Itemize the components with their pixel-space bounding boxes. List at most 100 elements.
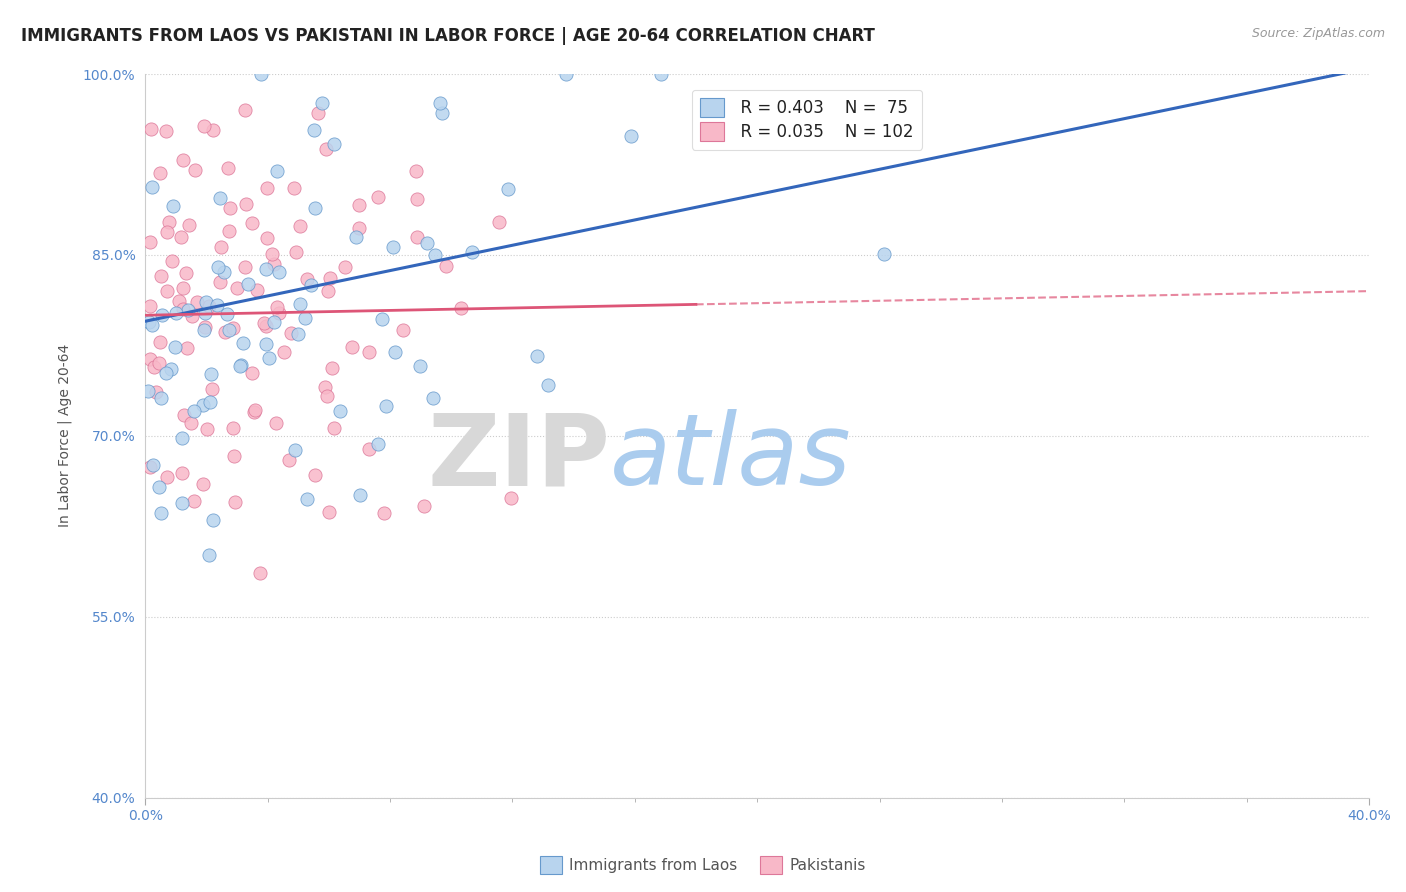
Point xyxy=(139,235,162,249)
Point xyxy=(405,163,427,178)
Point xyxy=(160,254,183,268)
Point xyxy=(254,336,277,351)
Point xyxy=(273,345,295,359)
Point xyxy=(165,306,187,320)
Point xyxy=(170,466,193,480)
Point xyxy=(302,122,325,136)
Point xyxy=(290,219,312,234)
Point xyxy=(262,247,284,261)
Point xyxy=(240,366,263,380)
Point xyxy=(243,403,266,417)
Point xyxy=(228,359,250,373)
Point xyxy=(488,215,510,229)
Text: ZIP: ZIP xyxy=(427,409,610,506)
Point xyxy=(198,548,221,562)
Point xyxy=(294,310,316,325)
Point xyxy=(180,416,202,430)
Point xyxy=(207,260,229,275)
Point xyxy=(620,128,643,143)
Point xyxy=(496,182,519,196)
Point xyxy=(193,323,215,337)
Point xyxy=(219,201,242,215)
Point xyxy=(406,192,429,206)
Point xyxy=(357,345,380,359)
Point xyxy=(384,344,406,359)
Point xyxy=(177,303,200,318)
Point xyxy=(321,360,343,375)
Point xyxy=(267,265,290,279)
Point xyxy=(181,310,204,324)
Point xyxy=(461,245,484,260)
Point xyxy=(284,442,307,457)
Point xyxy=(194,306,217,320)
Point xyxy=(218,323,240,337)
Point xyxy=(257,351,280,365)
Point xyxy=(392,323,415,337)
Point xyxy=(155,124,177,138)
Point xyxy=(198,299,221,313)
Point xyxy=(405,229,427,244)
Point xyxy=(176,341,198,355)
Point xyxy=(138,315,160,329)
Point xyxy=(256,231,278,245)
Point xyxy=(297,272,319,286)
Point xyxy=(221,320,243,334)
Point xyxy=(222,449,245,463)
Point xyxy=(233,260,256,274)
Point xyxy=(263,315,285,329)
Point xyxy=(357,442,380,456)
Point xyxy=(304,201,326,215)
Point xyxy=(278,453,301,467)
Point xyxy=(214,325,236,339)
Point xyxy=(198,394,221,409)
Point xyxy=(344,229,367,244)
Point xyxy=(149,506,172,520)
Point xyxy=(873,247,896,261)
Point xyxy=(537,377,560,392)
Point xyxy=(266,164,288,178)
Point xyxy=(250,67,273,81)
Point xyxy=(193,477,215,491)
Point xyxy=(254,319,277,334)
Point xyxy=(141,122,163,136)
Point xyxy=(280,326,302,340)
Point xyxy=(434,259,457,273)
Point xyxy=(256,181,278,195)
Point xyxy=(165,340,187,354)
Point xyxy=(423,248,446,262)
Point xyxy=(315,142,337,156)
Point xyxy=(236,277,259,292)
Point xyxy=(201,122,224,136)
Point xyxy=(177,218,200,232)
Point xyxy=(526,349,548,363)
Point xyxy=(322,137,344,152)
Point xyxy=(174,266,197,280)
Point xyxy=(194,319,217,334)
Point xyxy=(382,240,405,254)
Point xyxy=(342,340,364,354)
Point xyxy=(172,281,194,295)
Point xyxy=(232,335,254,350)
Point xyxy=(266,416,288,430)
Point xyxy=(145,384,167,399)
Point xyxy=(240,216,263,230)
Point xyxy=(430,105,453,120)
Point xyxy=(311,95,333,110)
Point xyxy=(429,96,451,111)
Point xyxy=(170,230,193,244)
Point xyxy=(183,162,205,177)
Point xyxy=(195,422,218,436)
Point xyxy=(409,359,432,373)
Point xyxy=(200,368,222,382)
Point xyxy=(149,334,172,349)
Point xyxy=(501,491,523,505)
Point xyxy=(215,307,238,321)
Point xyxy=(347,221,370,235)
Point xyxy=(222,420,245,434)
Point xyxy=(183,493,205,508)
Point xyxy=(246,283,269,297)
Point xyxy=(295,491,318,506)
Point xyxy=(329,404,352,418)
Point xyxy=(209,275,232,289)
Text: Source: ZipAtlas.com: Source: ZipAtlas.com xyxy=(1251,27,1385,40)
